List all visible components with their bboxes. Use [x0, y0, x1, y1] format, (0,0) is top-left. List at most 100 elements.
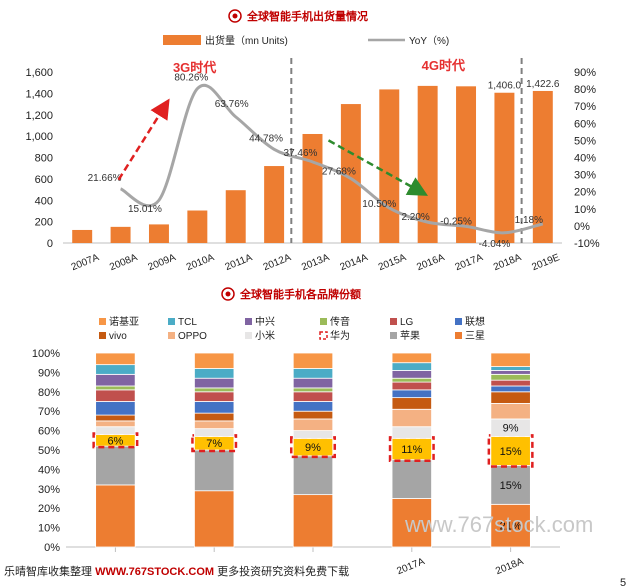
yoy-point-label: 44.78% — [249, 133, 283, 144]
shipment-bar — [264, 166, 285, 243]
right-axis-tick: 60% — [574, 118, 596, 130]
watermark: www.767stock.com — [404, 512, 593, 537]
legend-label: TCL — [178, 317, 197, 328]
stack-segment — [490, 465, 531, 505]
shipment-bar — [456, 86, 477, 243]
stack-segment — [391, 426, 432, 439]
stack-segment — [490, 403, 531, 420]
stack-segment — [95, 426, 136, 435]
stack-segment — [194, 412, 235, 422]
stack-segment — [391, 381, 432, 391]
x-axis-tick: 2018A — [492, 252, 523, 273]
footer-source: 乐晴智库收集整理 WWW.767STOCK.COM 更多投资研究资料免费下载 — [4, 564, 349, 578]
left-axis-tick: 800 — [35, 153, 53, 165]
stack-segment — [292, 368, 334, 379]
shipment-bar — [379, 89, 400, 243]
stack-segment — [95, 352, 136, 366]
x-axis-tick: 2008A — [108, 252, 139, 273]
left-axis-tick: 1,000 — [25, 131, 53, 143]
brand-share-chart-title-text: 全球智能手机各品牌份额 — [239, 287, 361, 301]
right-axis-tick: 80% — [574, 84, 596, 96]
x-axis-tick: 2014A — [338, 252, 369, 273]
stack-segment — [95, 389, 136, 402]
stack-segment — [490, 373, 531, 381]
stack-segment — [490, 391, 531, 404]
legend-label: 苹果 — [400, 329, 420, 342]
x-axis-tick: 2017A — [454, 252, 485, 273]
y-axis-tick: 80% — [38, 387, 60, 399]
y-axis-tick: 0% — [44, 542, 60, 554]
legend-swatch — [245, 332, 252, 339]
stack-segment — [490, 366, 531, 371]
era-annotations: 3G时代 4G时代 — [173, 58, 465, 75]
stack-segment — [95, 364, 136, 375]
left-axis-tick: 0 — [47, 238, 53, 250]
stack-segment — [194, 391, 235, 402]
era-3g-label: 3G时代 — [173, 60, 216, 75]
yoy-point-label: 63.76% — [215, 99, 249, 110]
shipment-chart: 全球智能手机出货量情况 出货量（mn Units) YoY（%) 0 200 400… — [25, 9, 599, 273]
segment-label: 21% — [500, 521, 522, 533]
brand-share-chart-title: 全球智能手机各品牌份额 — [221, 287, 361, 301]
stack-segment — [391, 362, 432, 371]
brand-legend: 诺基亚 TCL 中兴 传音 LG 联想 vivo OPPO 小米 华为 苹果 三星 — [99, 315, 485, 342]
x-axis-tick: 2010A — [185, 252, 216, 273]
legend-swatch — [390, 332, 397, 339]
stack-segment — [95, 414, 136, 422]
stack-segment — [95, 401, 136, 416]
shipment-bar — [225, 190, 246, 243]
legend-label: 中兴 — [255, 315, 275, 328]
stack-segment — [391, 498, 432, 548]
yoy-point-label: 27.68% — [322, 167, 356, 178]
stack-segment — [391, 377, 432, 383]
yoy-line: 21.66% 15.01% 80.26% 63.76% 44.78%37.46% 27.6… — [88, 73, 544, 250]
yoy-point-label: 10.50% — [362, 199, 396, 210]
y-axis-tick: 60% — [38, 426, 60, 438]
segment-label: 6% — [107, 435, 123, 447]
x-axis-tick: 2018A — [494, 556, 525, 577]
era-4g-label: 4G时代 — [422, 58, 465, 73]
stack-segment — [490, 385, 531, 393]
stack-segment — [95, 373, 136, 387]
legend-label: 三星 — [465, 330, 485, 342]
yoy-point-label: 1.18% — [515, 215, 543, 226]
x-axis-tick: 2011A — [224, 252, 255, 273]
shipment-bar — [148, 224, 169, 243]
footer-source-prefix: 乐晴智库收集整理 — [4, 564, 95, 578]
right-axis-tick: 50% — [574, 135, 596, 147]
stack-segment — [194, 401, 235, 414]
legend-label: LG — [400, 317, 414, 328]
stack-segment — [490, 503, 531, 548]
footer-source-suffix: 更多投资研究资料免费下载 — [214, 564, 349, 578]
left-axis-tick: 1,400 — [25, 88, 53, 100]
segment-label: 7% — [206, 438, 222, 450]
y-axis-tick: 10% — [38, 523, 60, 535]
stack-segment — [95, 420, 136, 428]
stack-segment — [95, 484, 136, 548]
brand-bars: 6% 7% 9% 11% 21% 15% 15% 9% — [92, 352, 534, 548]
legend-label: 诺基亚 — [109, 315, 139, 328]
stack-segment — [194, 420, 235, 430]
stack-segment — [194, 368, 235, 379]
legend-swatch — [455, 318, 462, 325]
right-axis-tick: 90% — [574, 67, 596, 79]
y-axis-tick: 100% — [32, 348, 60, 360]
right-axis-tick: 10% — [574, 204, 596, 216]
x-axis-tick: 2013A — [300, 252, 331, 273]
legend-swatch — [99, 318, 106, 325]
segment-label: 11% — [401, 444, 422, 456]
x-axis-tick: 2007A — [70, 252, 101, 273]
right-axis-tick: 20% — [574, 187, 596, 199]
yoy-point-label: 21.66% — [88, 173, 122, 184]
stack-segment — [391, 389, 432, 399]
y-axis-tick: 90% — [38, 367, 60, 379]
legend-swatch — [455, 332, 462, 339]
stack-segment — [292, 455, 334, 496]
yoy-point-label: 15.01% — [128, 204, 162, 215]
stack-segment — [490, 379, 531, 387]
stack-segment — [292, 410, 334, 420]
x-axis-tick: 2015A — [377, 252, 408, 273]
stack-segment — [194, 387, 235, 393]
stack-segment — [95, 445, 136, 486]
